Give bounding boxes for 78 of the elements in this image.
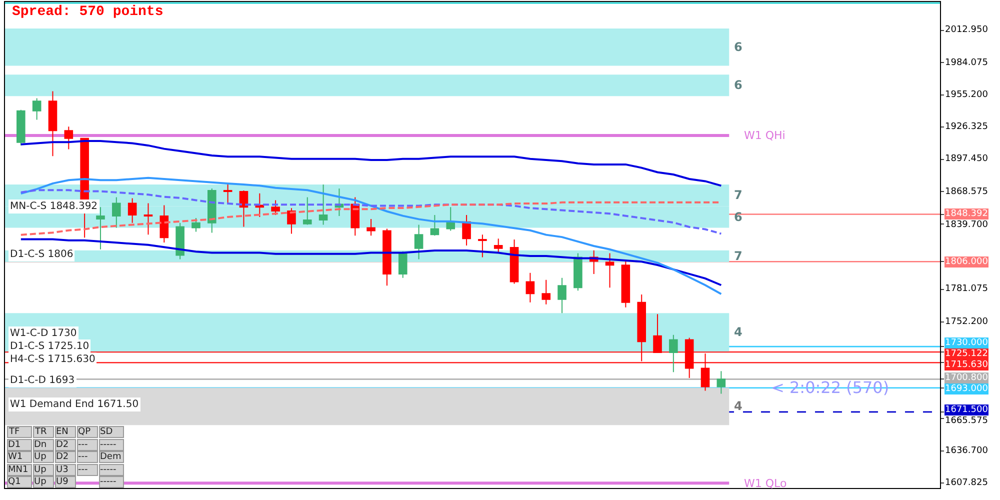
ref-line-label: W1 QLo [744, 477, 787, 490]
candlestick [239, 190, 248, 228]
ref-line-label: D1-C-S 1725.10 [10, 341, 90, 352]
y-tick-label: 1848.392 [945, 209, 988, 219]
candlestick [207, 188, 216, 234]
ref-line-label: H4-C-S 1715.630 [10, 354, 96, 365]
candlestick [542, 279, 551, 305]
band-label: 7 [734, 249, 742, 263]
band-label: 4 [734, 399, 742, 413]
y-tick-label: 1715.630 [945, 360, 988, 370]
candlestick [255, 192, 264, 218]
ref-line-label: D1-C-D 1693 [10, 375, 75, 386]
candlestick [382, 228, 392, 286]
band-label: 6 [734, 78, 742, 92]
ref-line-label: W1 QHi [744, 129, 786, 142]
candlestick [558, 277, 566, 314]
ref-line-label: W1-C-D 1730 [10, 328, 77, 339]
candlestick [700, 352, 710, 392]
candlestick [478, 234, 487, 258]
candlestick [176, 222, 184, 260]
line-series [20, 140, 722, 187]
candlestick [574, 252, 582, 292]
candlestick [637, 294, 646, 362]
candlestick [684, 337, 694, 378]
y-tick-label: 1868.575 [945, 187, 988, 197]
candlestick [32, 98, 42, 120]
y-tick-label: 1955.200 [945, 90, 988, 100]
y-tick-label: 1897.450 [945, 154, 988, 164]
candlestick [510, 239, 519, 284]
candlestick [223, 184, 232, 204]
candlestick [414, 224, 424, 260]
candlestick [64, 126, 74, 150]
y-tick-label: 1607.825 [945, 478, 988, 488]
band-label: 6 [734, 40, 742, 54]
candlestick [526, 272, 535, 303]
y-tick-label: 1752.200 [945, 317, 988, 327]
y-tick-label: 1671.500 [945, 405, 988, 415]
candlestick [48, 90, 58, 157]
candlestick [112, 196, 121, 228]
y-tick-label: 1725.122 [945, 349, 988, 359]
candlestick [16, 109, 26, 146]
candlestick [144, 202, 153, 236]
y-tick-label: 2012.950 [945, 25, 988, 35]
y-tick-label: 1693.000 [945, 384, 988, 394]
annotation: Spread: 570 points [12, 4, 164, 20]
ref-line-label: W1 Demand End 1671.50 [10, 399, 139, 410]
candlestick [669, 334, 678, 373]
candlestick [287, 208, 296, 234]
y-tick-label: 1926.325 [945, 122, 988, 132]
candlestick [494, 238, 503, 254]
candlestick [160, 204, 169, 244]
candlestick [653, 314, 662, 353]
y-tick-label: 1839.700 [945, 220, 988, 230]
candlestick [446, 206, 456, 232]
candlestick [302, 196, 312, 226]
candlestick [621, 260, 630, 308]
candlestick [366, 218, 376, 236]
candlestick [318, 184, 328, 226]
candlestick [716, 370, 726, 394]
candlestick [192, 217, 200, 232]
candlestick [430, 214, 440, 236]
candlestick [128, 198, 137, 224]
candlestick [462, 214, 471, 246]
candlestick [271, 200, 280, 216]
y-tick-label: 1665.575 [945, 416, 988, 426]
band-label: 7 [734, 188, 742, 202]
band-label: 4 [734, 325, 742, 339]
y-tick-label: 1984.075 [945, 58, 988, 68]
y-tick-label: 1806.000 [945, 257, 988, 267]
ref-line-label: MN-C-S 1848.392 [10, 201, 98, 212]
y-tick-label: 1781.075 [945, 284, 988, 294]
ref-line-label: D1-C-S 1806 [10, 249, 74, 260]
y-tick-label: 1636.700 [945, 446, 988, 456]
candlestick [605, 252, 614, 288]
candlestick [96, 206, 105, 250]
y-tick-label: 1730.000 [945, 338, 988, 348]
y-tick-label: 1700.800 [945, 373, 988, 383]
text: TF TR EN QP SD D1 Dn D2 --- ----- W1 Up D2 --- Dem MN1 Up U3 --- ----- Q1 Up U9 ----- [8, 426, 122, 487]
